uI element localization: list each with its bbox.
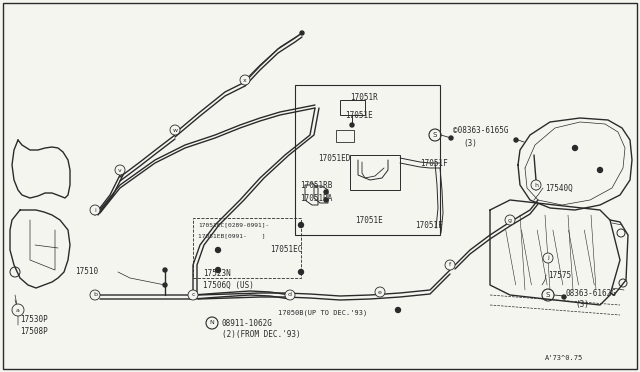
- Text: 17051R: 17051R: [350, 93, 378, 102]
- Text: e: e: [378, 289, 382, 295]
- Text: S: S: [433, 132, 437, 138]
- Circle shape: [375, 287, 385, 297]
- Text: 17051RB: 17051RB: [300, 180, 332, 189]
- Text: 17051E: 17051E: [355, 215, 383, 224]
- Text: 17051EC[0289-0991]-: 17051EC[0289-0991]-: [198, 222, 269, 228]
- Text: 17510: 17510: [75, 267, 98, 276]
- Text: N: N: [210, 321, 214, 326]
- Text: v: v: [118, 167, 122, 173]
- Circle shape: [531, 180, 541, 190]
- Circle shape: [324, 198, 328, 202]
- Bar: [295, 85, 440, 235]
- Circle shape: [396, 308, 401, 312]
- Circle shape: [90, 205, 100, 215]
- Text: 08911-1062G: 08911-1062G: [222, 318, 273, 327]
- Text: d: d: [288, 292, 292, 298]
- Text: x: x: [243, 77, 247, 83]
- Text: 17051EC: 17051EC: [270, 246, 302, 254]
- Bar: [340, 100, 365, 115]
- Circle shape: [298, 269, 303, 275]
- Circle shape: [514, 138, 518, 142]
- Text: (2)(FROM DEC.'93): (2)(FROM DEC.'93): [222, 330, 301, 340]
- Circle shape: [285, 290, 295, 300]
- Circle shape: [449, 136, 453, 140]
- Text: 17506Q (US): 17506Q (US): [203, 280, 254, 289]
- Text: j: j: [547, 256, 549, 260]
- Text: 17523N: 17523N: [203, 269, 231, 278]
- Text: h: h: [534, 183, 538, 187]
- Text: w: w: [172, 128, 177, 132]
- Bar: [350, 155, 400, 190]
- Circle shape: [163, 268, 167, 272]
- Circle shape: [188, 290, 198, 300]
- Circle shape: [298, 222, 303, 228]
- Text: 17051RA: 17051RA: [300, 193, 332, 202]
- Text: ©08363-6165G: ©08363-6165G: [453, 125, 509, 135]
- Circle shape: [562, 295, 566, 299]
- Circle shape: [350, 123, 354, 127]
- Text: 17051F: 17051F: [420, 158, 448, 167]
- Text: g: g: [508, 218, 512, 222]
- Text: i: i: [94, 208, 96, 212]
- Text: 08363-6162G: 08363-6162G: [566, 289, 617, 298]
- Text: A'73^0.75: A'73^0.75: [545, 355, 583, 361]
- Circle shape: [598, 167, 602, 173]
- Circle shape: [324, 190, 328, 194]
- Circle shape: [115, 165, 125, 175]
- Bar: [336, 130, 354, 142]
- Text: 17530P: 17530P: [20, 315, 48, 324]
- Text: 17575: 17575: [548, 270, 571, 279]
- Text: a: a: [16, 308, 20, 312]
- Text: S: S: [546, 292, 550, 298]
- Circle shape: [240, 75, 250, 85]
- Text: 17050B(UP TO DEC.'93): 17050B(UP TO DEC.'93): [278, 310, 367, 316]
- Circle shape: [445, 260, 455, 270]
- Text: (3): (3): [575, 301, 589, 310]
- Text: 17051ED: 17051ED: [318, 154, 350, 163]
- Circle shape: [505, 215, 515, 225]
- Circle shape: [90, 290, 100, 300]
- Text: 17051EB[0991-    ]: 17051EB[0991- ]: [198, 234, 266, 238]
- Text: b: b: [93, 292, 97, 298]
- Text: 17508P: 17508P: [20, 327, 48, 337]
- Text: 17051E: 17051E: [345, 110, 372, 119]
- Text: 17051F: 17051F: [415, 221, 443, 230]
- Circle shape: [12, 304, 24, 316]
- Circle shape: [216, 267, 221, 273]
- Circle shape: [170, 125, 180, 135]
- Text: 17540Q: 17540Q: [545, 183, 573, 192]
- Text: c: c: [191, 292, 195, 298]
- Circle shape: [573, 145, 577, 151]
- Circle shape: [543, 253, 553, 263]
- Text: (3): (3): [463, 138, 477, 148]
- Bar: [193, 218, 301, 278]
- Circle shape: [300, 31, 304, 35]
- Text: f: f: [449, 263, 451, 267]
- Circle shape: [163, 283, 167, 287]
- Circle shape: [216, 247, 221, 253]
